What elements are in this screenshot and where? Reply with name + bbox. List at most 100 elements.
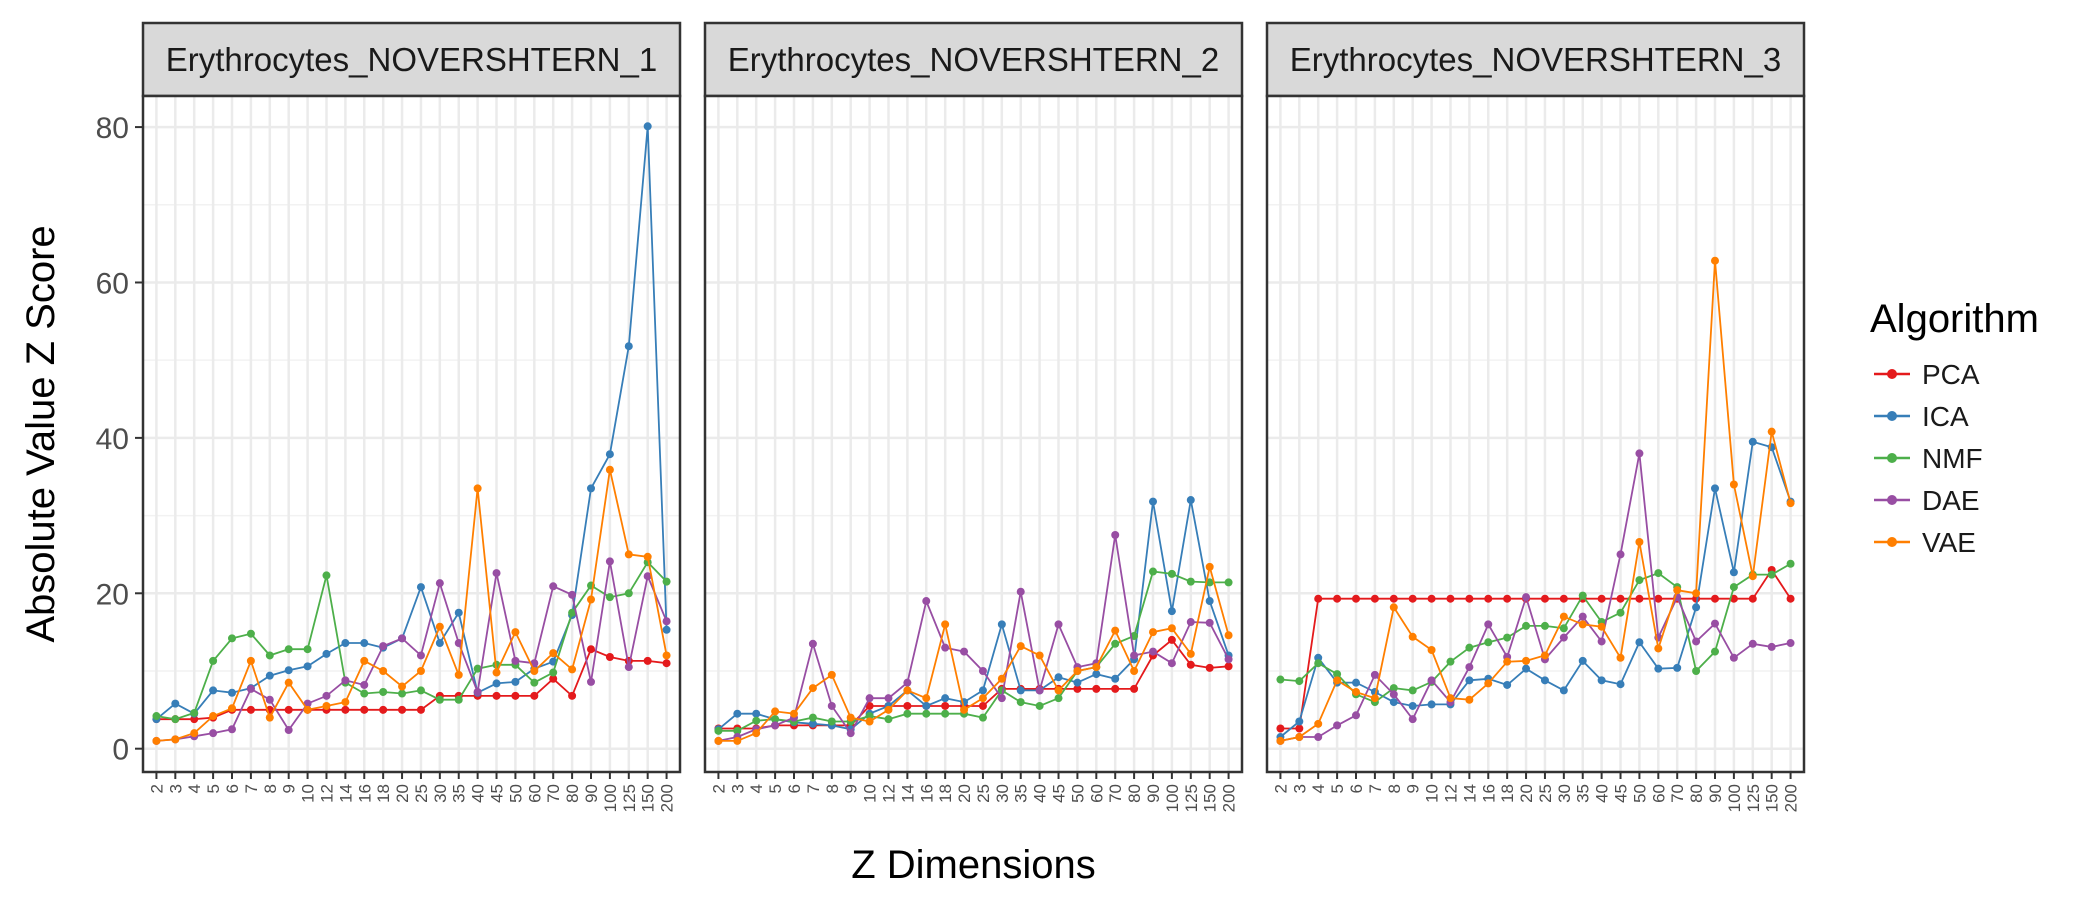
data-point-dae xyxy=(568,590,577,599)
data-point-ica xyxy=(1540,676,1549,685)
x-tick-label: 125 xyxy=(1744,784,1763,812)
data-point-ica xyxy=(1408,701,1417,710)
data-point-dae xyxy=(1427,676,1436,685)
data-point-vae xyxy=(846,713,855,722)
data-point-pca xyxy=(1616,594,1625,603)
data-point-ica xyxy=(284,666,293,675)
data-point-dae xyxy=(624,663,633,672)
x-tick-label: 45 xyxy=(488,784,507,803)
data-point-dae xyxy=(1729,653,1738,662)
x-tick-label: 4 xyxy=(747,784,766,793)
data-point-vae xyxy=(511,628,520,637)
legend-key-point xyxy=(1887,411,1897,421)
data-point-pca xyxy=(1446,594,1455,603)
legend-label: NMF xyxy=(1922,443,1983,474)
data-point-nmf xyxy=(416,686,425,695)
data-point-dae xyxy=(454,639,463,648)
facet-strip xyxy=(141,21,682,98)
data-point-dae xyxy=(884,694,893,703)
data-point-ica xyxy=(808,719,817,728)
data-point-vae xyxy=(903,686,912,695)
data-point-pca xyxy=(1352,594,1361,603)
data-point-vae xyxy=(1389,603,1398,612)
legend: Algorithm PCA ICA NMF DAE VAE xyxy=(1870,297,2039,558)
data-point-pca xyxy=(1540,594,1549,603)
data-point-dae xyxy=(1786,639,1795,648)
legend-key-point xyxy=(1887,537,1897,547)
x-tick-label: 12 xyxy=(317,784,336,803)
data-point-pca xyxy=(360,705,369,714)
data-point-vae xyxy=(1016,642,1025,651)
data-point-dae xyxy=(960,647,969,656)
data-point-nmf xyxy=(1710,647,1719,656)
data-point-nmf xyxy=(624,589,633,598)
data-point-ica xyxy=(1016,686,1025,695)
data-point-vae xyxy=(1540,651,1549,660)
facet-strip xyxy=(1265,21,1806,98)
data-point-vae xyxy=(586,595,595,604)
data-point-vae xyxy=(1205,562,1214,571)
data-point-pca xyxy=(492,691,501,700)
data-point-vae xyxy=(228,704,237,713)
data-point-dae xyxy=(1370,670,1379,679)
data-point-vae xyxy=(1729,480,1738,489)
data-point-dae xyxy=(1767,642,1776,651)
data-point-vae xyxy=(1130,666,1139,675)
data-point-vae xyxy=(1111,626,1120,635)
data-point-vae xyxy=(398,682,407,691)
x-tick-label: 30 xyxy=(1555,784,1574,803)
data-point-pca xyxy=(416,705,425,714)
x-tick-label: 60 xyxy=(1087,784,1106,803)
data-point-vae xyxy=(1786,499,1795,508)
x-tick-label: 14 xyxy=(1460,784,1479,803)
data-point-vae xyxy=(922,694,931,703)
data-point-vae xyxy=(152,736,161,745)
data-point-pca xyxy=(1186,660,1195,669)
data-point-nmf xyxy=(1224,578,1233,587)
data-point-vae xyxy=(1370,694,1379,703)
legend-key-point xyxy=(1887,369,1897,379)
data-point-dae xyxy=(1748,639,1757,648)
data-point-vae xyxy=(1314,719,1323,728)
data-point-vae xyxy=(1295,733,1304,742)
x-tick-label: 10 xyxy=(1423,784,1442,803)
x-tick-label: 16 xyxy=(355,784,374,803)
data-point-dae xyxy=(1522,593,1531,602)
data-point-nmf xyxy=(303,645,312,654)
data-point-nmf xyxy=(1729,583,1738,592)
data-point-pca xyxy=(1092,684,1101,693)
data-point-ica xyxy=(1148,497,1157,506)
data-point-dae xyxy=(1559,633,1568,642)
data-point-pca xyxy=(1748,594,1757,603)
x-tick-label: 14 xyxy=(898,784,917,803)
data-point-nmf xyxy=(733,726,742,735)
y-tick-label: 80 xyxy=(96,112,129,145)
data-point-vae xyxy=(1276,736,1285,745)
data-point-dae xyxy=(1130,651,1139,660)
data-point-vae xyxy=(714,736,723,745)
data-point-ica xyxy=(511,677,520,686)
data-point-pca xyxy=(1503,594,1512,603)
x-tick-label: 90 xyxy=(1706,784,1725,803)
data-point-dae xyxy=(586,677,595,686)
data-point-pca xyxy=(341,705,350,714)
x-tick-label: 8 xyxy=(1385,784,1404,793)
facet-panel-1: Erythrocytes_NOVERSHTERN_12 3 4 5 6 7 8 9 10 12 14… xyxy=(141,21,682,812)
data-point-nmf xyxy=(1465,643,1474,652)
x-tick-label: 4 xyxy=(1309,784,1328,793)
x-tick-label: 40 xyxy=(469,784,488,803)
data-point-vae xyxy=(530,666,539,675)
data-point-vae xyxy=(941,620,950,629)
series-line-ica xyxy=(155,126,668,720)
data-point-pca xyxy=(1111,684,1120,693)
data-point-ica xyxy=(1073,678,1082,687)
data-point-dae xyxy=(1314,733,1323,742)
data-point-nmf xyxy=(1616,608,1625,617)
data-point-ica xyxy=(341,639,350,648)
data-point-nmf xyxy=(808,713,817,722)
data-point-nmf xyxy=(171,715,180,724)
data-point-nmf xyxy=(1276,675,1285,684)
data-point-dae xyxy=(1692,637,1701,646)
data-point-ica xyxy=(1427,700,1436,709)
